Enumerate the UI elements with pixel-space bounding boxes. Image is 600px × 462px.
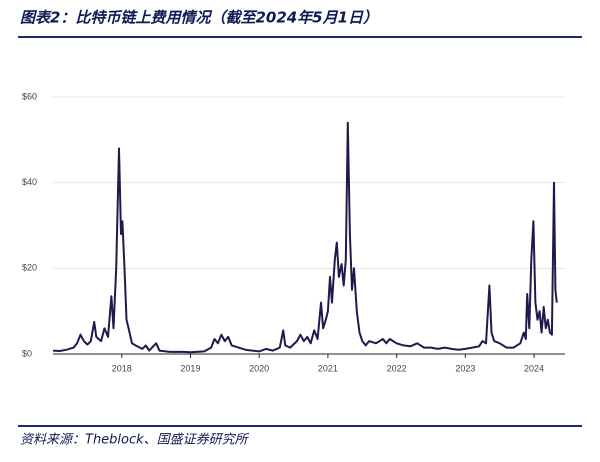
y-tick-label: $20	[22, 263, 37, 273]
x-tick-label: 2022	[387, 363, 407, 373]
x-tick-label: 2020	[249, 363, 269, 373]
x-tick-label: 2018	[112, 363, 132, 373]
x-tick-label: 2023	[455, 363, 475, 373]
x-tick-label: 2019	[180, 363, 200, 373]
line	[52, 121, 558, 354]
x-tick-label: 2021	[318, 363, 338, 373]
chart-title: 图表2：比特币链上费用情况（截至2024年5月1日）	[20, 9, 378, 27]
y-tick-label: $40	[22, 177, 37, 187]
source: 资料来源：Theblock、国盛证券研究所	[20, 432, 250, 448]
y-tick-label: $0	[22, 348, 32, 358]
x-tick-label: 2024	[524, 363, 544, 373]
y-tick-label: $60	[22, 91, 37, 101]
